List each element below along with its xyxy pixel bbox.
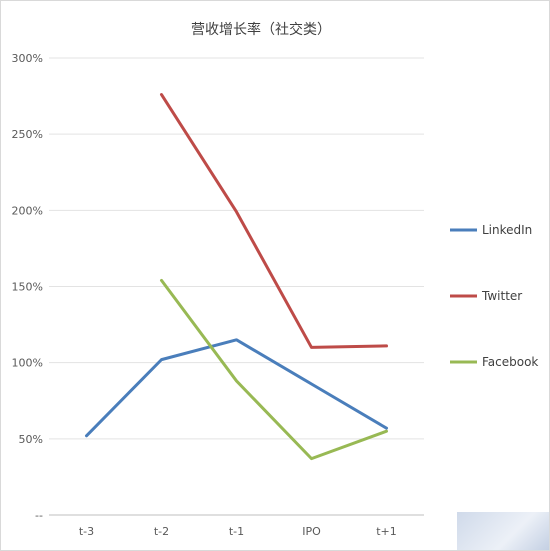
y-tick-label: 300% bbox=[12, 52, 43, 65]
x-tick-label: t+1 bbox=[376, 525, 397, 538]
x-tick-label: IPO bbox=[302, 525, 321, 538]
x-tick-label: t-2 bbox=[154, 525, 169, 538]
y-tick-label: -- bbox=[35, 509, 43, 522]
x-axis-ticks: t-3 t-2 t-1 IPO t+1 bbox=[79, 525, 397, 538]
chart-title: 营收增长率（社交类） bbox=[191, 21, 331, 38]
x-tick-label: t-3 bbox=[79, 525, 94, 538]
series-layer bbox=[85, 93, 388, 461]
legend-label: Twitter bbox=[481, 289, 522, 303]
y-tick-label: 100% bbox=[12, 357, 43, 370]
watermark-image bbox=[457, 512, 549, 550]
series-line-twitter bbox=[160, 93, 388, 349]
legend: LinkedIn Twitter Facebook bbox=[450, 223, 538, 369]
y-tick-label: 150% bbox=[12, 281, 43, 294]
legend-label: LinkedIn bbox=[482, 223, 532, 237]
series-line-facebook bbox=[160, 278, 388, 461]
y-axis-ticks: -- 50% 100% 150% 200% 250% 300% bbox=[12, 52, 43, 522]
y-tick-label: 200% bbox=[12, 204, 43, 217]
y-tick-label: 50% bbox=[19, 433, 43, 446]
grid-layer bbox=[49, 57, 424, 516]
series-line-linkedin bbox=[85, 338, 388, 438]
legend-label: Facebook bbox=[482, 355, 538, 369]
x-tick-label: t-1 bbox=[229, 525, 244, 538]
y-tick-label: 250% bbox=[12, 128, 43, 141]
